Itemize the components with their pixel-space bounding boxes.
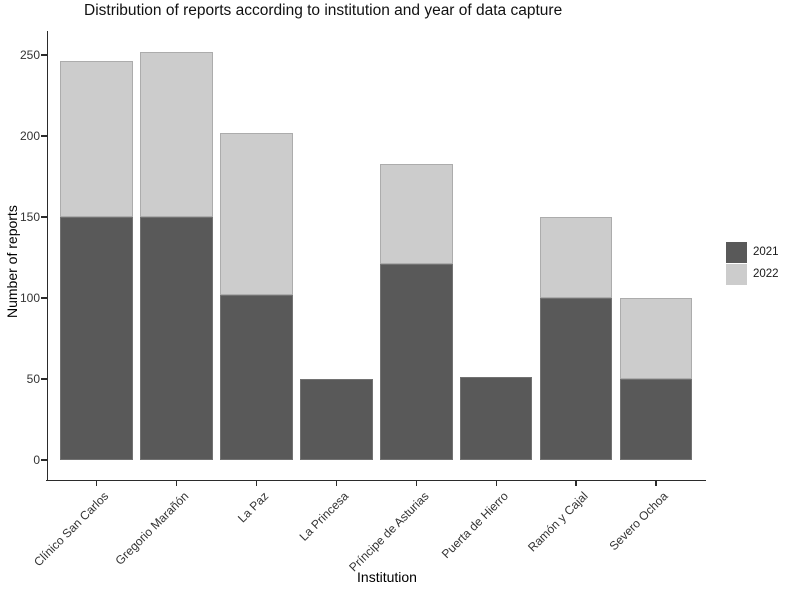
legend-label: 2022: [753, 268, 779, 281]
x-tick: [96, 480, 98, 486]
x-axis-title: Institution: [357, 569, 417, 585]
y-tick: [41, 135, 47, 137]
bar-segment-2021: [619, 379, 693, 460]
bar-segment-2022: [619, 298, 693, 379]
legend-label: 2021: [753, 246, 779, 258]
y-tick-label: 150: [19, 210, 40, 224]
y-tick-label: 100: [19, 291, 40, 305]
y-tick-label: 0: [33, 453, 40, 467]
bar-segment-2021: [459, 377, 533, 460]
bar-segment-2021: [300, 379, 373, 460]
bar-segment-2022: [60, 61, 133, 217]
x-tick: [175, 480, 178, 486]
x-tick: [415, 480, 417, 486]
x-tick-label: Puerta de Hierro: [438, 489, 512, 562]
x-tick: [655, 480, 657, 486]
legend-swatch-2021: [726, 242, 747, 263]
y-tick: [41, 54, 47, 56]
x-tick-label: Ramón y Cajal: [525, 489, 592, 555]
x-tick: [335, 480, 338, 486]
y-tick: [41, 297, 47, 299]
y-tick-label: 250: [19, 48, 40, 62]
y-tick: [41, 378, 47, 380]
x-tick-label: La Princesa: [296, 489, 352, 544]
legend-swatch-2022: [726, 264, 747, 286]
bar-segment-2022: [220, 132, 293, 295]
y-tick-label: 50: [26, 372, 40, 386]
y-tick: [41, 216, 47, 218]
bar-segment-2021: [140, 217, 213, 460]
bar-segment-2022: [539, 217, 613, 298]
x-tick-label: Príncipe de Asturias: [345, 489, 432, 575]
x-tick: [495, 480, 497, 486]
chart-title: Distribution of reports according to ins…: [84, 2, 563, 19]
y-axis-line: [46, 31, 49, 482]
bar-segment-2022: [140, 51, 213, 217]
x-tick: [255, 480, 258, 486]
bar-segment-2021: [60, 217, 133, 460]
bar-segment-2021: [539, 298, 613, 460]
bar-segment-2021: [380, 263, 453, 460]
bar-segment-2022: [380, 163, 453, 264]
x-tick: [575, 480, 577, 486]
bar-segment-2021: [220, 294, 293, 460]
x-tick-label: Severo Ochoa: [606, 489, 671, 554]
y-tick: [41, 459, 47, 461]
y-tick-label: 200: [19, 129, 40, 143]
x-tick-label: Clínico San Carlos: [31, 489, 112, 570]
x-tick-label: Gregorio Marañón: [112, 489, 192, 568]
x-tick-label: La Paz: [235, 489, 272, 526]
x-axis-line: [46, 479, 706, 482]
